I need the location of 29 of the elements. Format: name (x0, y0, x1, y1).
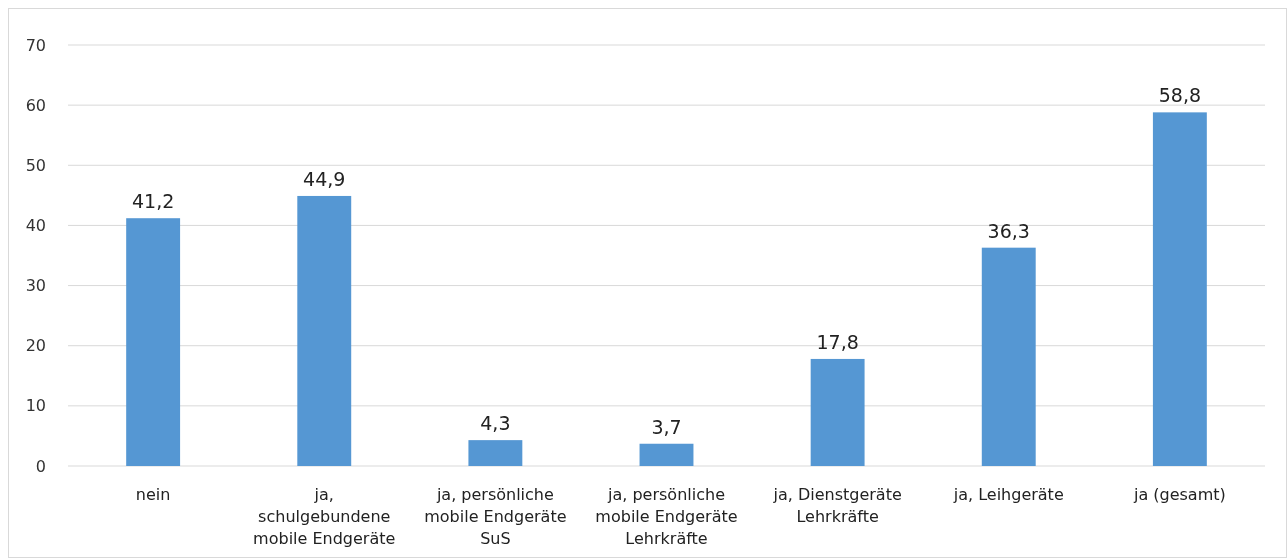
x-tick-label: ja, persönliche mobile Endgeräte Lehrkräfte (595, 485, 738, 548)
x-tick-label: ja, schulgebundene mobile Endgeräte (253, 485, 396, 548)
data-label: 41,2 (131, 190, 175, 213)
y-tick-label: 30 (25, 276, 46, 296)
data-label: 58,8 (1158, 84, 1202, 107)
y-tick-label: 0 (35, 456, 46, 476)
bar (126, 218, 181, 466)
data-label: 36,3 (987, 219, 1030, 242)
y-tick-label: 40 (25, 216, 46, 236)
data-label: 17,8 (816, 330, 859, 353)
x-tick-label: ja, Leihgeräte (952, 485, 1064, 504)
bar (1152, 112, 1207, 466)
bar (468, 440, 523, 466)
bar (297, 195, 352, 466)
data-label: 4,3 (480, 412, 511, 435)
y-tick-label: 70 (25, 35, 46, 55)
bar (981, 247, 1036, 466)
bar (639, 443, 694, 466)
x-tick-label: nein (135, 485, 171, 504)
bar (810, 358, 865, 466)
x-tick-label: ja, Dienstgeräte Lehrkräfte (772, 485, 902, 526)
data-label: 44,9 (303, 167, 346, 190)
x-tick-label: ja (gesamt) (1132, 485, 1226, 504)
y-tick-label: 50 (25, 155, 46, 175)
y-tick-label: 20 (25, 336, 46, 356)
data-label: 3,7 (651, 415, 682, 438)
y-tick-label: 60 (25, 95, 46, 115)
y-tick-label: 10 (25, 396, 46, 416)
x-tick-label: ja, persönliche mobile Endgeräte SuS (424, 485, 567, 548)
